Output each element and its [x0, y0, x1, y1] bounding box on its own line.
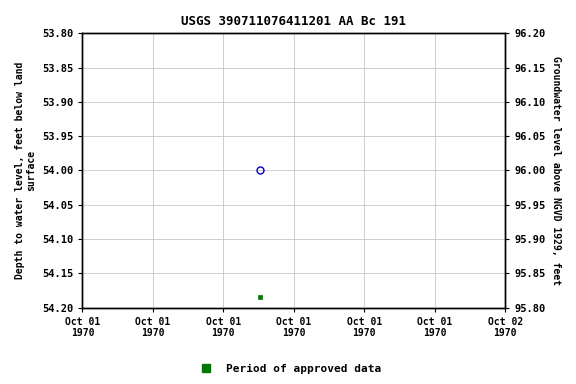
- Y-axis label: Groundwater level above NGVD 1929, feet: Groundwater level above NGVD 1929, feet: [551, 56, 561, 285]
- Title: USGS 390711076411201 AA Bc 191: USGS 390711076411201 AA Bc 191: [181, 15, 406, 28]
- Y-axis label: Depth to water level, feet below land
surface: Depth to water level, feet below land su…: [15, 62, 37, 279]
- Legend: Period of approved data: Period of approved data: [191, 359, 385, 379]
